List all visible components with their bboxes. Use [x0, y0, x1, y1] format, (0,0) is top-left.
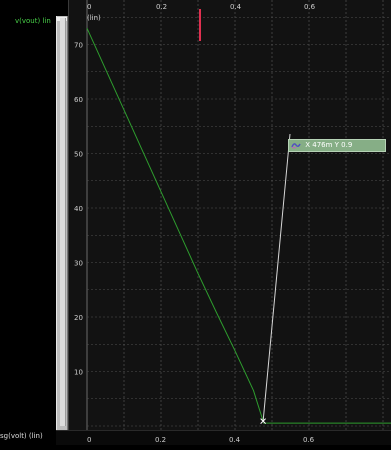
bottom-tick-label: 0.6: [303, 436, 315, 444]
bottom-tick-labels: 0 0.2 0.4 0.6: [87, 436, 315, 444]
cursor-wave-icon: [291, 142, 301, 148]
y-tick-label: 10: [74, 369, 83, 377]
panel-splitter[interactable]: [56, 16, 68, 430]
plot-canvas: 0 0.2 0.4 0.6 70 60 50 40 30 20 10 (lin): [74, 0, 391, 432]
cursor-readout-text: X 476m Y 0.9: [305, 141, 353, 149]
x-tick-label: 0: [87, 3, 91, 11]
cursor-line[interactable]: [262, 133, 291, 422]
cursor-readout[interactable]: X 476m Y 0.9: [288, 139, 386, 152]
trace-name-label[interactable]: v(vout) lin: [15, 17, 51, 25]
x-tick-label: 0.6: [304, 3, 316, 11]
x-tick-label: 0.2: [156, 3, 167, 11]
x-tick-label: 0.4: [230, 3, 242, 11]
bottom-tick-label: 0.4: [229, 436, 241, 444]
y-tick-label: 50: [74, 151, 83, 159]
trace-list-panel: v(vout) lin: [0, 0, 56, 444]
trace-line[interactable]: [86, 27, 264, 422]
y-tick-label: 40: [74, 205, 83, 213]
bottom-axis: 0 0.2 0.4 0.6: [56, 430, 391, 445]
y-tick-labels: 70 60 50 40 30 20 10: [74, 42, 83, 377]
top-marker: [199, 9, 201, 41]
scale-label: (lin): [87, 14, 101, 22]
splitter-track: [60, 18, 66, 426]
y-tick-label: 20: [74, 314, 83, 322]
grid-lines: [86, 0, 391, 432]
bottom-tick-label: 0.2: [155, 436, 166, 444]
cursor-marker[interactable]: [260, 418, 266, 424]
x-tick-labels: 0 0.2 0.4 0.6: [87, 3, 316, 11]
y-tick-label: 30: [74, 260, 83, 268]
y-tick-label: 70: [74, 42, 83, 50]
y-tick-label: 60: [74, 96, 83, 104]
marker-stroke: [260, 418, 266, 424]
waveform-plot[interactable]: 0 0.2 0.4 0.6 70 60 50 40 30 20 10 (lin): [68, 0, 391, 432]
bottom-axis-canvas: 0 0.2 0.4 0.6: [87, 436, 315, 444]
bottom-tick-label: 0: [87, 436, 91, 444]
bottom-trace-label[interactable]: sg(volt) (lin): [0, 432, 43, 440]
